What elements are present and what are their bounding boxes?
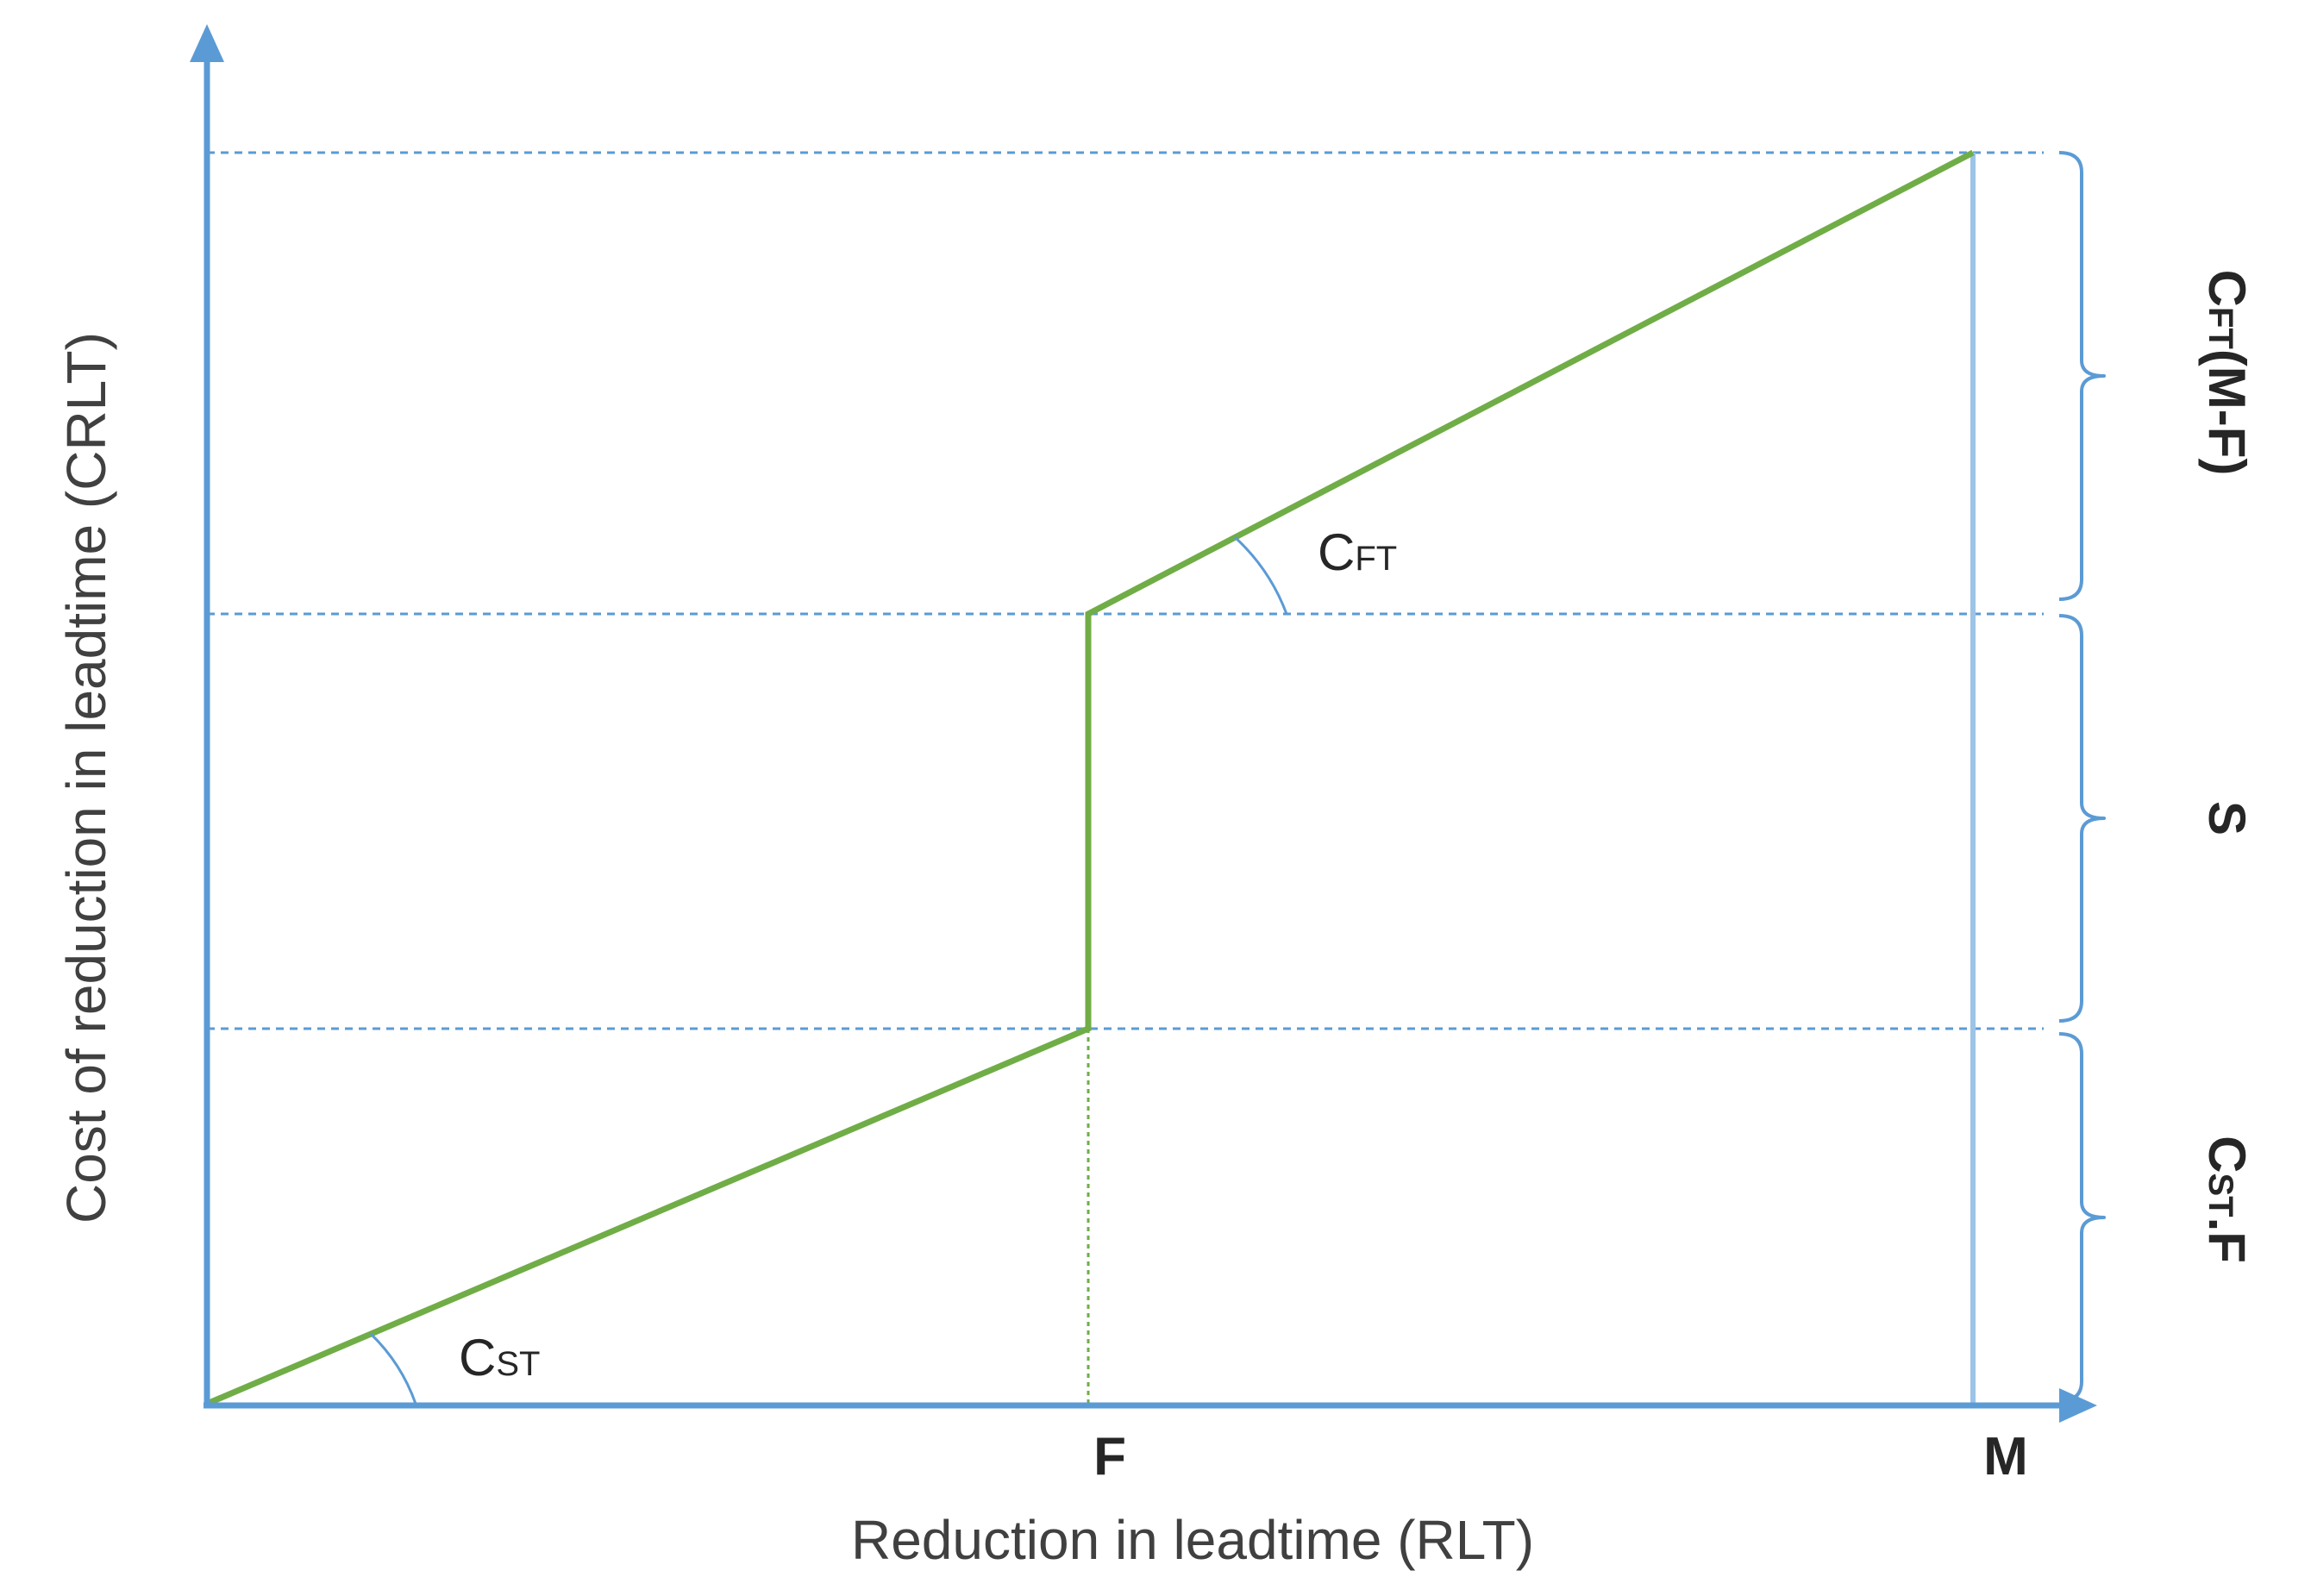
slope-cft-main: C: [1318, 523, 1355, 581]
tick-label-f: F: [1093, 1427, 1126, 1486]
x-axis-arrow: [2059, 1388, 2097, 1423]
tick-label-m: M: [1983, 1427, 2028, 1486]
x-axis-title: Reduction in leadtime (RLT): [851, 1509, 1534, 1571]
y-axis-title: Cost of reduction in leadtime (CRLT): [55, 332, 117, 1224]
y-axis-arrow: [190, 24, 224, 62]
brace-top-sub: FT: [2201, 307, 2239, 349]
brace-bottom-main: C: [2198, 1136, 2256, 1173]
brace-middle: [2058, 614, 2106, 1023]
brace-label-bottom: CST.F: [2198, 1136, 2256, 1263]
brace-bottom: [2058, 1032, 2106, 1403]
angle-arc-cft: [1233, 535, 1288, 615]
brace-top-main: C: [2198, 270, 2256, 307]
brace-label-top: CFT(M-F): [2198, 270, 2256, 476]
brace-top-rest: (M-F): [2198, 349, 2256, 476]
brace-bottom-sub: ST: [2201, 1173, 2239, 1217]
cost-line: [205, 149, 1975, 1407]
slope-cst-main: C: [459, 1329, 496, 1386]
angle-arc-cst: [369, 1332, 417, 1405]
brace-label-middle: S: [2198, 801, 2256, 836]
slope-label-cst: CST: [459, 1329, 540, 1386]
brace-top: [2058, 151, 2106, 601]
slope-cst-sub: ST: [496, 1345, 540, 1383]
slope-label-cft: CFT: [1318, 523, 1397, 581]
brace-bottom-rest: .F: [2198, 1217, 2256, 1263]
slope-cft-sub: FT: [1355, 540, 1397, 578]
